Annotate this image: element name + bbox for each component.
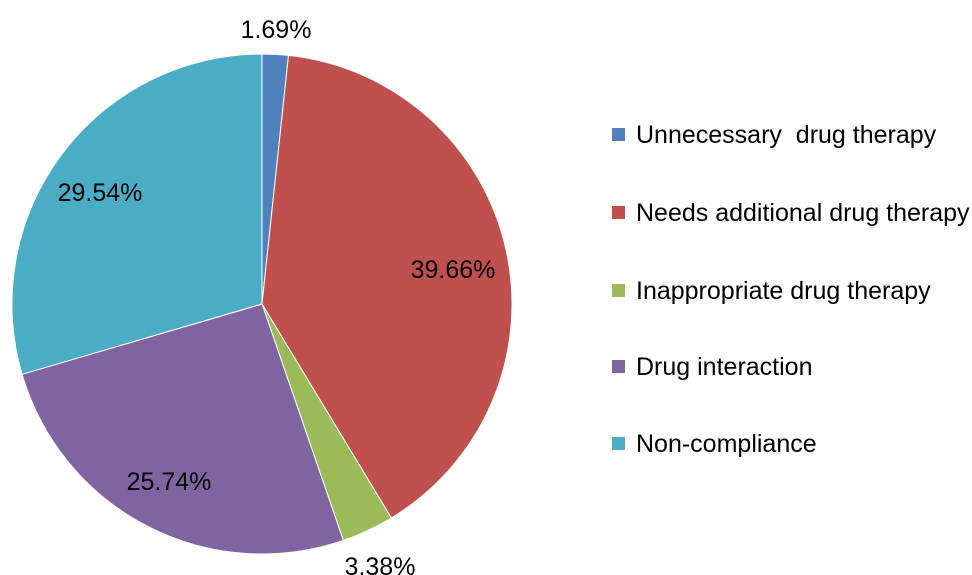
legend-label: Inappropriate drug therapy <box>636 277 931 305</box>
legend-item-inappropriate-drug-therapy: Inappropriate drug therapy <box>612 276 972 306</box>
data-label-unnecessary: 1.69% <box>241 16 312 44</box>
legend-item-needs-additional-drug-therapy: Needs additional drug therapy <box>612 198 972 228</box>
pie-slice-drug-interaction <box>21 303 344 555</box>
data-label-non-compliance: 29.54% <box>58 179 143 207</box>
legend-swatch <box>612 360 625 373</box>
pie-slices <box>11 53 513 555</box>
legend-label: Needs additional drug therapy <box>636 199 970 227</box>
legend-label: Drug interaction <box>636 353 813 381</box>
chart-legend: Unnecessary drug therapy Needs additiona… <box>612 0 972 575</box>
pie-slice-non-compliance <box>11 53 263 375</box>
pie-chart: 1.69% 39.66% 3.38% 25.74% 29.54% <box>11 16 513 575</box>
legend-label: Unnecessary drug therapy <box>636 121 937 149</box>
data-label-needs-additional: 39.66% <box>411 256 496 284</box>
legend-swatch <box>612 284 625 297</box>
data-label-drug-interaction: 25.74% <box>127 468 212 496</box>
legend-swatch <box>612 437 625 450</box>
legend-label: Non-compliance <box>636 430 817 458</box>
pie-slice-needs-additional-drug-therapy <box>261 54 513 519</box>
legend-item-unnecessary-drug-therapy: Unnecessary drug therapy <box>612 120 972 150</box>
pie-data-labels: 1.69% 39.66% 3.38% 25.74% 29.54% <box>58 16 496 575</box>
legend-item-non-compliance: Non-compliance <box>612 429 972 459</box>
data-label-inappropriate: 3.38% <box>345 553 416 575</box>
legend-item-drug-interaction: Drug interaction <box>612 352 972 382</box>
legend-swatch <box>612 206 625 219</box>
legend-swatch <box>612 128 625 141</box>
